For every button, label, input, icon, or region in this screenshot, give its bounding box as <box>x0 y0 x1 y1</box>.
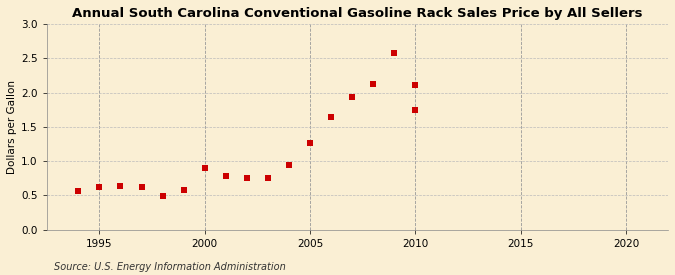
Point <box>304 141 315 145</box>
Point <box>199 166 210 170</box>
Title: Annual South Carolina Conventional Gasoline Rack Sales Price by All Sellers: Annual South Carolina Conventional Gasol… <box>72 7 643 20</box>
Point <box>178 188 189 192</box>
Point <box>136 184 147 189</box>
Point <box>368 81 379 86</box>
Point <box>347 94 358 99</box>
Point <box>242 175 252 180</box>
Point <box>73 188 84 193</box>
Point <box>284 163 294 167</box>
Point <box>263 175 273 180</box>
Point <box>94 185 105 189</box>
Point <box>115 184 126 188</box>
Y-axis label: Dollars per Gallon: Dollars per Gallon <box>7 80 17 174</box>
Point <box>389 51 400 55</box>
Point <box>220 173 231 178</box>
Point <box>157 194 168 198</box>
Point <box>410 83 421 87</box>
Point <box>410 108 421 112</box>
Point <box>325 115 336 119</box>
Text: Source: U.S. Energy Information Administration: Source: U.S. Energy Information Administ… <box>54 262 286 272</box>
